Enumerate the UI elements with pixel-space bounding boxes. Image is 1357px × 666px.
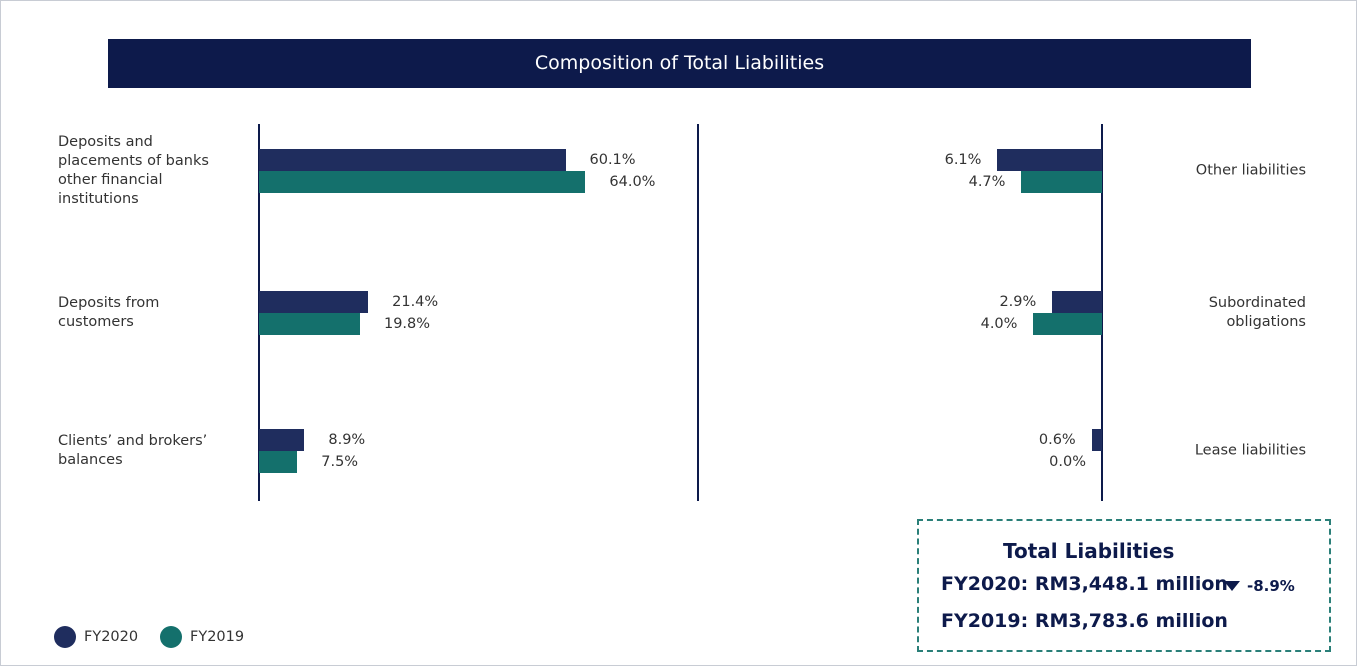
- summary-fy2020: FY2020: RM3,448.1 million: [941, 573, 1228, 595]
- legend-label: FY2020: [84, 629, 139, 645]
- value-label: 4.7%: [968, 174, 1006, 190]
- value-label: 8.9%: [328, 432, 366, 448]
- axis-line: [1101, 124, 1103, 501]
- bar: [1091, 429, 1102, 451]
- value-label: 2.9%: [999, 294, 1037, 310]
- category-label: Lease liabilities: [1194, 442, 1306, 459]
- summary-change: -8.9%: [1247, 577, 1295, 595]
- down-arrow: [1224, 581, 1240, 591]
- value-label: 0.0%: [1049, 454, 1086, 470]
- legend-swatch: [160, 626, 182, 648]
- category-label: Subordinated obligations: [1208, 295, 1306, 330]
- category-label: Other liabilities: [1195, 162, 1306, 179]
- summary-box: Total Liabilities FY2020: RM3,448.1 mill…: [917, 519, 1331, 652]
- bar: [997, 149, 1102, 171]
- value-label: 19.8%: [383, 316, 431, 332]
- bar: [1052, 291, 1102, 313]
- value-label: 4.0%: [980, 316, 1018, 332]
- category-label: Deposits and placements of banks other f…: [58, 134, 209, 207]
- bar: [259, 149, 566, 171]
- legend-label: FY2019: [190, 629, 245, 645]
- legend-swatch: [54, 626, 76, 648]
- value-label: 0.6%: [1038, 432, 1076, 448]
- value-label: 60.1%: [589, 152, 636, 168]
- summary-title: Total Liabilities: [1003, 539, 1175, 563]
- category-label: Clients’ and brokers’ balances: [58, 433, 208, 468]
- bar: [259, 313, 360, 335]
- bar: [1033, 313, 1102, 335]
- chart-title: Composition of Total Liabilities: [108, 39, 1251, 88]
- bar: [259, 451, 298, 473]
- value-label: 6.1%: [944, 152, 982, 168]
- bar: [259, 291, 369, 313]
- bar: [1021, 171, 1102, 193]
- category-label: Deposits from customers: [58, 295, 160, 330]
- summary-fy2019: FY2019: RM3,783.6 million: [941, 610, 1228, 632]
- bar: [259, 429, 305, 451]
- value-label: 21.4%: [392, 294, 439, 310]
- value-label: 64.0%: [609, 174, 656, 190]
- divider: [697, 124, 699, 501]
- bar: [259, 171, 586, 193]
- value-label: 7.5%: [321, 454, 359, 470]
